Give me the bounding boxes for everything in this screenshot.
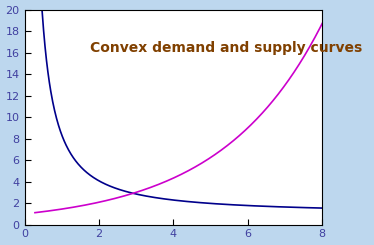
Text: Convex demand and supply curves: Convex demand and supply curves xyxy=(90,41,362,55)
